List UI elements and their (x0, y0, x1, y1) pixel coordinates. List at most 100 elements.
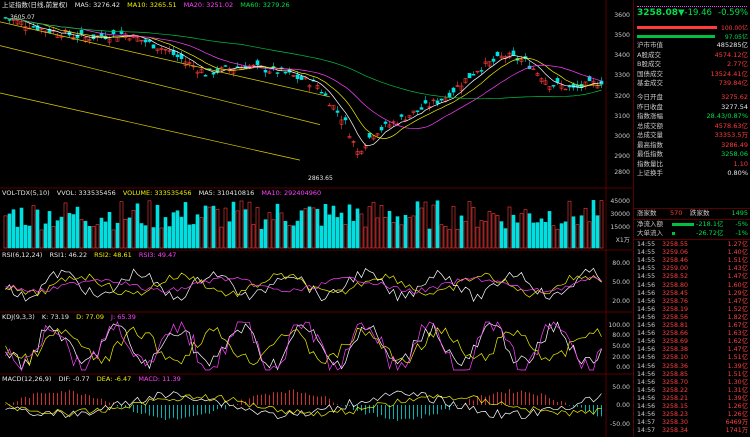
volume-bar (455, 228, 460, 249)
tick-volume: 1.39亿 (727, 362, 748, 370)
volume-bar (75, 206, 80, 249)
tick-price: 3258.15 (662, 403, 689, 410)
tick-row[interactable]: 14:56 3258.45 1.29亿 (634, 290, 750, 298)
candle-body (391, 121, 396, 123)
volume-bar (3, 215, 8, 249)
tick-row[interactable]: 14:55 3258.55 1.27亿 (634, 241, 750, 249)
volume-bar (91, 226, 96, 249)
kdj-y-axis: 100.00 80.00 50.00 20.00 0.00 (607, 312, 632, 374)
tick-row[interactable]: 14:57 3258.34 1741万 (634, 427, 750, 435)
candle-body (147, 39, 152, 42)
tick-row[interactable]: 14:56 3258.85 1.51亿 (634, 371, 750, 379)
volume-bar (183, 202, 188, 249)
tick-price: 3258.19 (662, 305, 689, 313)
tick-row[interactable]: 14:56 3258.76 1.47亿 (634, 298, 750, 306)
candle-body (431, 99, 436, 102)
volume-bar (263, 219, 268, 249)
volume-bar (235, 210, 240, 249)
tick-row[interactable]: 14:55 3258.46 1.51亿 (634, 257, 750, 265)
candle-body (427, 106, 432, 108)
price-tick: 3100 (614, 113, 630, 120)
volume-bar (311, 207, 316, 249)
volume-bar (495, 215, 500, 249)
index-stat-value: 3258.06 (721, 150, 748, 158)
dea-line (5, 393, 602, 418)
tick-row[interactable]: 14:56 3258.10 1.51亿 (634, 354, 750, 362)
volume-bar (223, 207, 228, 249)
tick-volume: 1.63亿 (727, 330, 748, 338)
tick-volume: 1.62亿 (727, 338, 748, 346)
tick-price: 3258.10 (662, 354, 689, 362)
volume-bar (363, 226, 368, 249)
candle-body (255, 60, 260, 65)
volume-bar (247, 201, 252, 249)
tick-volume: 1.26亿 (727, 411, 748, 419)
tick-row[interactable]: 14:57 3258.30 6469万 (634, 419, 750, 427)
candle-body (463, 78, 468, 84)
last-price: 3258.08 (637, 8, 678, 18)
tick-row[interactable]: 14:56 3258.66 1.63亿 (634, 330, 750, 338)
candle-body (291, 75, 296, 77)
volume-bar (87, 225, 92, 249)
candle-body (403, 119, 408, 121)
stat-value: 2.77亿 (727, 60, 748, 68)
stat-label: A股成交 (637, 50, 661, 59)
index-stat-label: 指数涨幅 (637, 112, 663, 120)
kdj-tick: 50.00 (612, 343, 630, 350)
candle-body (363, 145, 368, 149)
inflow-value: -218.1亿 (696, 220, 724, 228)
tick-time: 14:57 (637, 427, 656, 435)
candle-body (399, 114, 404, 117)
candle-body (79, 30, 84, 34)
tick-row[interactable]: 14:56 3258.81 1.67亿 (634, 322, 750, 330)
candle-body (107, 38, 112, 43)
kline-chart[interactable] (0, 0, 632, 437)
tick-row[interactable]: 14:56 3258.56 1.82亿 (634, 314, 750, 322)
volume-unit: X1万 (615, 237, 630, 244)
tick-row[interactable]: 14:56 3258.21 1.39亿 (634, 395, 750, 403)
tick-row[interactable]: 14:56 3258.15 1.26亿 (634, 403, 750, 411)
candle-body (355, 151, 360, 155)
tick-row[interactable]: 14:56 3258.22 1.31亿 (634, 387, 750, 395)
candle-body (459, 85, 464, 91)
j-value: J: 65.39 (111, 313, 136, 321)
volume-bar (399, 224, 404, 249)
macd-panel-title: MACD(12,26,9) (2, 375, 52, 383)
volume-bar (367, 206, 372, 249)
breadth-row: 涨家数 570 跌家数 1495 (634, 209, 750, 218)
candle-body (383, 121, 388, 124)
tick-time: 14:56 (637, 305, 656, 313)
tick-row[interactable]: 14:56 3258.38 1.47亿 (634, 346, 750, 354)
tick-row[interactable]: 14:56 3258.23 1.26亿 (634, 411, 750, 419)
rsi-tick: 20.00 (612, 298, 630, 305)
volume-bar (555, 228, 560, 249)
tick-row[interactable]: 14:55 3259.06 1.40亿 (634, 249, 750, 257)
rsi-y-axis: 80.00 50.00 20.00 (607, 250, 632, 312)
volume-bar (439, 224, 444, 249)
volume-bar (155, 204, 160, 249)
volume-bar (287, 225, 292, 249)
vvol-value: VVOL: 333535456 (56, 189, 116, 197)
tick-row[interactable]: 14:56 3258.36 1.39亿 (634, 363, 750, 371)
candle-body (483, 61, 488, 64)
tick-time: 14:56 (637, 338, 656, 346)
rsi1-line (5, 267, 602, 303)
tick-price: 3258.23 (662, 411, 689, 419)
volume-bar (163, 217, 168, 249)
tick-price: 3258.36 (662, 362, 689, 370)
sell-strength-value: 97.05亿 (724, 34, 748, 41)
tick-row[interactable]: 14:55 3258.52 1.47亿 (634, 273, 750, 281)
tick-row[interactable]: 14:56 3258.19 1.52亿 (634, 306, 750, 314)
tick-row[interactable]: 14:56 3258.69 1.62亿 (634, 338, 750, 346)
volume-bar (419, 207, 424, 249)
candle-body (167, 50, 172, 52)
tick-row[interactable]: 14:56 3258.70 1.30亿 (634, 379, 750, 387)
tick-price: 3258.30 (662, 419, 689, 427)
trend-line (0, 21, 331, 98)
volume-bar (387, 211, 392, 249)
volume-bar (255, 207, 260, 249)
candle-body (351, 141, 356, 143)
tick-row[interactable]: 14:55 3259.00 1.43亿 (634, 265, 750, 273)
candle-body (159, 48, 164, 50)
tick-row[interactable]: 14:56 3258.80 1.60亿 (634, 282, 750, 290)
